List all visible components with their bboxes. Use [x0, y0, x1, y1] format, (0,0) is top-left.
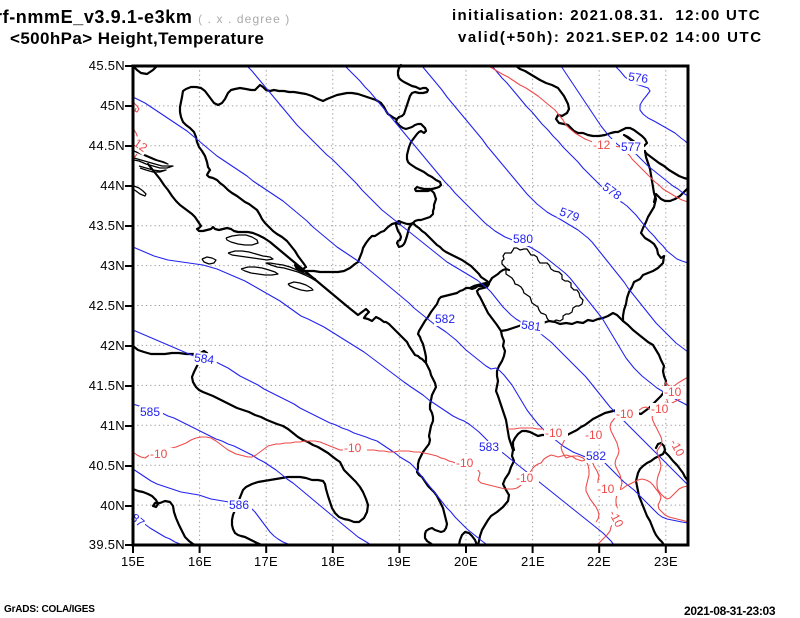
svg-text:-10: -10 [150, 447, 168, 461]
svg-text:-10: -10 [616, 407, 634, 421]
svg-text:-10: -10 [344, 441, 362, 455]
svg-text:-10: -10 [516, 471, 534, 485]
svg-text:585: 585 [140, 405, 160, 419]
svg-text:577: 577 [621, 140, 641, 154]
svg-text:583: 583 [479, 440, 499, 454]
svg-text:-10: -10 [664, 385, 682, 399]
svg-text:-10: -10 [597, 482, 615, 496]
svg-text:582: 582 [435, 312, 455, 326]
svg-text:576: 576 [627, 69, 649, 86]
svg-text:-10: -10 [456, 456, 474, 470]
svg-text:-10: -10 [545, 426, 563, 440]
svg-text:581: 581 [520, 317, 542, 334]
svg-text:-10: -10 [651, 402, 669, 416]
svg-text:582: 582 [586, 449, 606, 463]
svg-text:580: 580 [513, 232, 533, 246]
svg-text:586: 586 [229, 498, 249, 512]
svg-text:584: 584 [193, 350, 215, 367]
svg-text:579: 579 [558, 204, 582, 224]
svg-text:-10: -10 [585, 428, 603, 442]
svg-text:-12: -12 [593, 138, 611, 152]
